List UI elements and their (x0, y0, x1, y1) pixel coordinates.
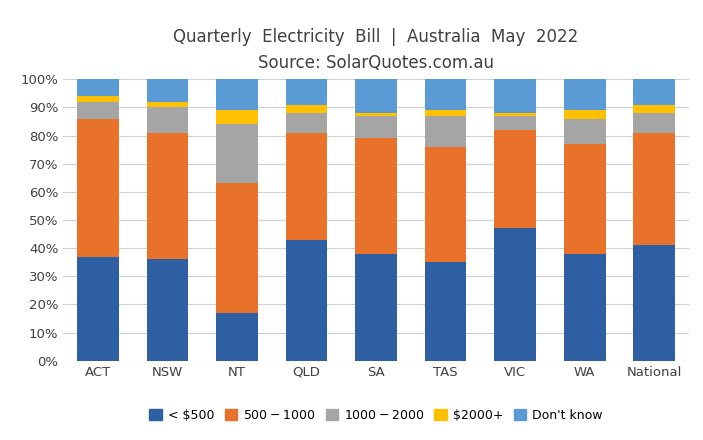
Legend: < $500, $500 - $1000, $1000- $2000, $2000+, Don't know: < $500, $500 - $1000, $1000- $2000, $200… (144, 403, 608, 427)
Bar (285, 105, 328, 113)
Bar (494, 228, 536, 361)
Bar (564, 119, 605, 144)
Bar (494, 113, 536, 116)
Bar (77, 257, 119, 361)
Bar (217, 313, 258, 361)
Bar (355, 138, 397, 254)
Bar (77, 119, 119, 257)
Bar (494, 116, 536, 130)
Title: Quarterly  Electricity  Bill  |  Australia  May  2022
Source: SolarQuotes.com.au: Quarterly Electricity Bill | Australia M… (174, 28, 579, 72)
Bar (564, 254, 605, 361)
Bar (564, 110, 605, 119)
Bar (633, 246, 675, 361)
Bar (285, 79, 328, 105)
Bar (355, 254, 397, 361)
Bar (217, 124, 258, 183)
Bar (564, 144, 605, 254)
Bar (147, 79, 188, 102)
Bar (147, 260, 188, 361)
Bar (425, 262, 467, 361)
Bar (147, 102, 188, 107)
Bar (355, 116, 397, 138)
Bar (217, 183, 258, 313)
Bar (77, 79, 119, 96)
Bar (633, 105, 675, 113)
Bar (147, 133, 188, 260)
Bar (355, 113, 397, 116)
Bar (633, 133, 675, 246)
Bar (285, 133, 328, 240)
Bar (285, 240, 328, 361)
Bar (494, 79, 536, 113)
Bar (633, 113, 675, 133)
Bar (425, 147, 467, 262)
Bar (147, 107, 188, 133)
Bar (633, 79, 675, 105)
Bar (285, 113, 328, 133)
Bar (425, 116, 467, 147)
Bar (425, 79, 467, 110)
Bar (217, 110, 258, 124)
Bar (355, 79, 397, 113)
Bar (77, 96, 119, 102)
Bar (77, 102, 119, 119)
Bar (564, 79, 605, 110)
Bar (494, 130, 536, 228)
Bar (425, 110, 467, 116)
Bar (217, 79, 258, 110)
